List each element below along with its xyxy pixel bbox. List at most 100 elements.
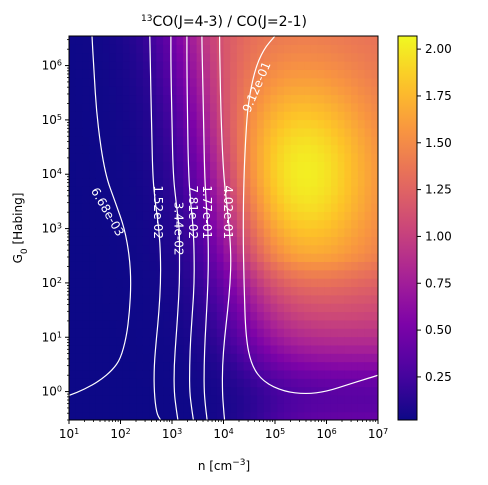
- heatmap-cell: [230, 177, 238, 187]
- heatmap-cell: [82, 261, 90, 271]
- heatmap-cell: [109, 169, 117, 179]
- heatmap-cell: [277, 278, 285, 288]
- heatmap-cell: [196, 102, 204, 112]
- heatmap-cell: [357, 311, 366, 321]
- heatmap-cell: [243, 152, 251, 162]
- heatmap-cell: [216, 278, 225, 288]
- heatmap-cell: [263, 269, 272, 279]
- heatmap-cell: [102, 319, 110, 329]
- heatmap-cell: [317, 261, 325, 271]
- heatmap-cell: [277, 52, 285, 62]
- heatmap-cell: [176, 152, 184, 162]
- heatmap-cell: [324, 228, 332, 237]
- heatmap-cell: [122, 44, 131, 54]
- heatmap-cell: [250, 269, 258, 279]
- heatmap-cell: [344, 278, 352, 288]
- heatmap-cell: [297, 102, 305, 112]
- heatmap-cell: [82, 77, 90, 87]
- heatmap-cell: [283, 394, 292, 404]
- heatmap-cell: [263, 328, 272, 338]
- heatmap-cell: [250, 378, 258, 388]
- heatmap-cell: [330, 161, 339, 171]
- heatmap-cell: [364, 386, 372, 396]
- heatmap-cell: [122, 69, 131, 79]
- heatmap-cell: [270, 328, 278, 338]
- heatmap-cell: [223, 161, 231, 171]
- heatmap-cell: [250, 77, 258, 87]
- heatmap-cell: [283, 211, 292, 221]
- heatmap-cell: [109, 261, 117, 271]
- heatmap-cell: [102, 144, 110, 154]
- heatmap-cell: [142, 186, 151, 196]
- heatmap-cell: [357, 411, 366, 420]
- heatmap-cell: [116, 152, 124, 162]
- heatmap-cell: [176, 394, 184, 404]
- heatmap-cell: [257, 328, 265, 338]
- heatmap-cell: [163, 336, 171, 346]
- heatmap-cell: [297, 169, 305, 179]
- heatmap-cell: [270, 177, 278, 187]
- heatmap-cell: [136, 386, 144, 396]
- heatmap-cell: [277, 44, 285, 54]
- heatmap-cell: [75, 219, 84, 229]
- heatmap-cell: [283, 344, 292, 354]
- heatmap-cell: [75, 77, 84, 87]
- heatmap-cell: [169, 411, 178, 420]
- heatmap-cell: [304, 94, 312, 104]
- heatmap-cell: [263, 102, 272, 112]
- heatmap-cell: [203, 403, 211, 413]
- heatmap-cell: [122, 411, 131, 420]
- heatmap-cell: [330, 294, 339, 304]
- heatmap-cell: [230, 236, 238, 246]
- heatmap-cell: [297, 236, 305, 246]
- heatmap-cell: [176, 411, 184, 420]
- heatmap-cell: [344, 244, 352, 254]
- heatmap-cell: [364, 411, 372, 420]
- heatmap-cell: [129, 69, 137, 79]
- heatmap-cell: [203, 186, 211, 196]
- y-tick-label: 103: [42, 221, 62, 236]
- heatmap-cell: [317, 336, 325, 346]
- heatmap-cell: [351, 328, 359, 338]
- heatmap-cell: [189, 202, 198, 212]
- heatmap-cell: [69, 394, 77, 404]
- heatmap-cell: [290, 186, 298, 196]
- heatmap-cell: [116, 61, 124, 70]
- heatmap-cell: [297, 253, 305, 262]
- heatmap-cell: [283, 219, 292, 229]
- heatmap-cell: [122, 136, 131, 146]
- heatmap-cell: [371, 144, 378, 154]
- heatmap-cell: [257, 111, 265, 121]
- heatmap-cell: [344, 336, 352, 346]
- heatmap-cell: [243, 102, 251, 112]
- heatmap-cell: [304, 311, 312, 321]
- heatmap-cell: [156, 194, 164, 204]
- heatmap-cell: [75, 244, 84, 254]
- heatmap-cell: [236, 102, 245, 112]
- heatmap-cell: [371, 303, 378, 313]
- heatmap-cell: [156, 86, 164, 96]
- heatmap-cell: [196, 303, 204, 313]
- heatmap-cell: [82, 152, 90, 162]
- heatmap-cell: [116, 403, 124, 413]
- heatmap-cell: [82, 386, 90, 396]
- heatmap-cell: [149, 244, 157, 254]
- heatmap-cell: [263, 161, 272, 171]
- heatmap-cell: [196, 86, 204, 96]
- heatmap-cell: [129, 111, 137, 121]
- heatmap-cell: [310, 286, 319, 296]
- heatmap-cell: [324, 286, 332, 296]
- heatmap-cell: [82, 127, 90, 137]
- heatmap-cell: [210, 303, 218, 313]
- heatmap-cell: [149, 319, 157, 329]
- heatmap-cell: [75, 111, 84, 121]
- heatmap-cell: [163, 211, 171, 221]
- heatmap-cell: [337, 111, 346, 121]
- heatmap-cell: [75, 319, 84, 329]
- heatmap-cell: [163, 36, 171, 45]
- heatmap-cell: [351, 244, 359, 254]
- heatmap-cell: [371, 44, 378, 54]
- heatmap-cell: [270, 86, 278, 96]
- heatmap-cell: [230, 361, 238, 371]
- heatmap-cell: [371, 244, 378, 254]
